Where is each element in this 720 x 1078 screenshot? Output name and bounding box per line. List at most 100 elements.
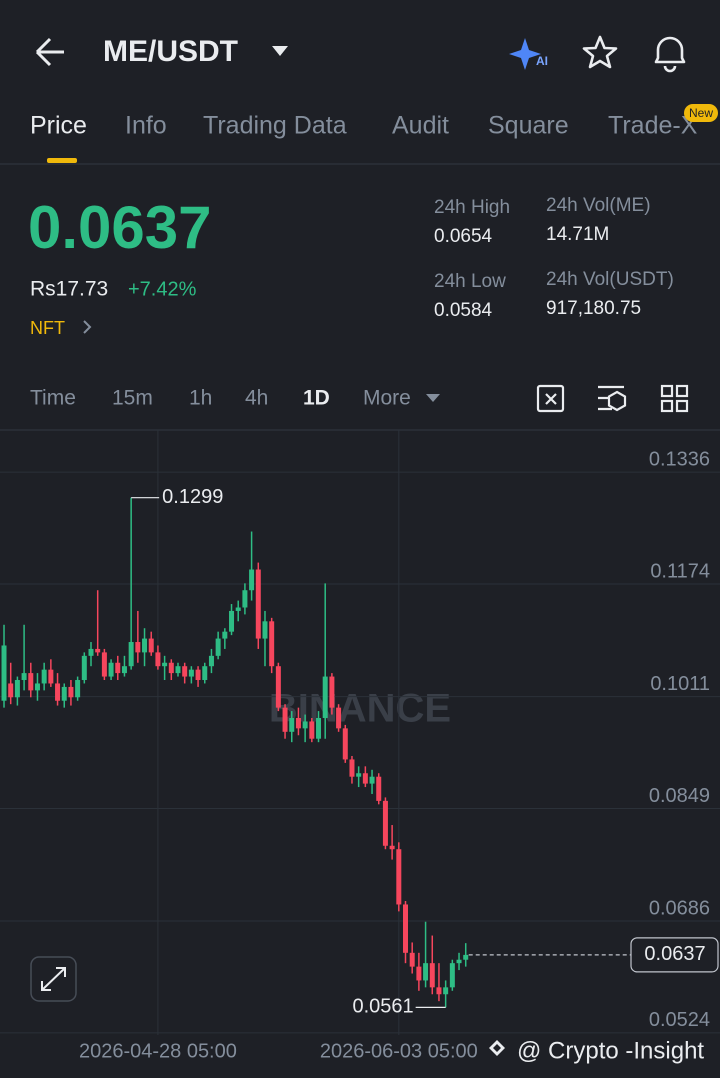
- candle-body: [175, 666, 181, 674]
- interval[interactable]: 1D: [303, 387, 330, 410]
- tab[interactable]: Trade-X: [608, 112, 698, 140]
- stats: 24h High 0.0654 24h Low 0.0584 24h Vol(ME) 14…: [434, 195, 674, 321]
- candle-body: [295, 717, 301, 729]
- stat-label: 24h Vol(ME): [546, 195, 651, 216]
- candle-body: [456, 959, 462, 964]
- candle-body: [182, 666, 188, 677]
- local-price: Rs17.73: [30, 278, 108, 301]
- credit: @ Crypto -Insight: [517, 1037, 704, 1064]
- favorite-button[interactable]: [582, 35, 618, 69]
- candle-body: [48, 669, 54, 684]
- candle-body: [135, 642, 141, 653]
- tag[interactable]: NFT: [30, 318, 65, 338]
- price-change: +7.42%: [128, 278, 197, 300]
- candle-body: [342, 728, 348, 760]
- candle-body: [336, 707, 342, 729]
- layout-tool-part: [660, 399, 674, 413]
- candle-body: [463, 954, 469, 960]
- y-tick-label: 0.1336: [649, 448, 710, 470]
- candle-body: [95, 648, 101, 653]
- candle-body: [255, 569, 261, 639]
- candle-body: [282, 707, 288, 732]
- candle-body: [168, 662, 174, 674]
- candle-body: [403, 904, 409, 953]
- candle-body: [162, 662, 168, 667]
- candle-body: [349, 759, 355, 777]
- chart-tools: [536, 384, 689, 413]
- fullscreen-button[interactable]: [30, 956, 77, 1002]
- new-badge-text: New: [689, 106, 713, 120]
- back-button[interactable]: [35, 37, 64, 67]
- interval[interactable]: Time: [30, 387, 76, 410]
- candle-body: [34, 683, 40, 691]
- candle-body: [88, 648, 94, 656]
- candle-body: [222, 631, 228, 639]
- y-tick-label: 0.0524: [649, 1009, 710, 1031]
- layout-tool-part: [675, 384, 689, 398]
- candle-body: [449, 963, 455, 988]
- ai-icon[interactable]: [509, 38, 541, 70]
- stat-label: 24h High: [434, 197, 510, 218]
- candle-body: [28, 673, 34, 691]
- candle-body: [423, 963, 429, 981]
- stat-value: 0.0584: [434, 300, 493, 321]
- new-badge: [684, 104, 718, 122]
- candle-body: [61, 686, 67, 701]
- candle-body: [356, 773, 362, 777]
- candle-body: [188, 669, 194, 677]
- tab[interactable]: Audit: [392, 112, 449, 140]
- candle-body: [8, 683, 14, 698]
- drawing-tool-glyph: [545, 393, 557, 405]
- y-tick-label: 0.0849: [649, 785, 710, 807]
- candle-body: [208, 655, 214, 667]
- candle-body: [329, 676, 335, 708]
- tab[interactable]: Info: [125, 112, 167, 140]
- candle-body: [142, 638, 148, 653]
- candle-body: [269, 621, 275, 667]
- candle-body: [249, 569, 255, 591]
- tab[interactable]: Trading Data: [203, 112, 347, 140]
- candle-body: [376, 776, 382, 801]
- high-label: 0.1299: [162, 486, 223, 508]
- pair-dropdown[interactable]: [272, 46, 288, 56]
- candle-body: [275, 666, 281, 708]
- candle-body: [41, 669, 47, 684]
- alert-button[interactable]: [654, 36, 686, 73]
- chart: 0.0524 0.0686 0.0849 0.1011 0.1174 0.1336 2026…: [0, 430, 720, 1062]
- pair[interactable]: ME/USDT: [103, 35, 238, 68]
- last-price-box: [630, 937, 719, 973]
- candle-body: [195, 669, 201, 681]
- y-tick-label: 0.1011: [650, 673, 710, 695]
- candle-body: [396, 849, 402, 905]
- candle-body: [128, 642, 134, 667]
- drawing-tool[interactable]: [536, 384, 565, 413]
- candle-body: [316, 717, 322, 739]
- tab[interactable]: Price: [30, 112, 87, 140]
- candle-body: [155, 652, 161, 667]
- last-price: 0.0637: [28, 194, 212, 261]
- candle-body: [416, 966, 422, 981]
- y-tick-label: 0.1174: [650, 560, 710, 582]
- candle-body: [1, 645, 7, 701]
- tab[interactable]: Square: [488, 112, 569, 140]
- candle-body: [115, 662, 121, 674]
- layout-tool-part: [675, 399, 689, 413]
- candle-body: [242, 590, 248, 608]
- stat-value: 0.0654: [434, 226, 493, 247]
- fullscreen-glyph: [41, 967, 66, 991]
- candle-body: [55, 683, 61, 701]
- interval[interactable]: 15m: [112, 387, 153, 410]
- candle-body: [409, 952, 415, 967]
- layout-tool[interactable]: [660, 384, 674, 398]
- candle-body: [215, 638, 221, 656]
- interval[interactable]: 1h: [189, 387, 212, 410]
- interval[interactable]: More: [363, 387, 411, 410]
- stat-label: 24h Low: [434, 271, 506, 292]
- candle-body: [382, 800, 388, 846]
- interval[interactable]: 4h: [245, 387, 268, 410]
- candle-body: [262, 621, 268, 639]
- stat-value: 917,180.75: [546, 298, 641, 319]
